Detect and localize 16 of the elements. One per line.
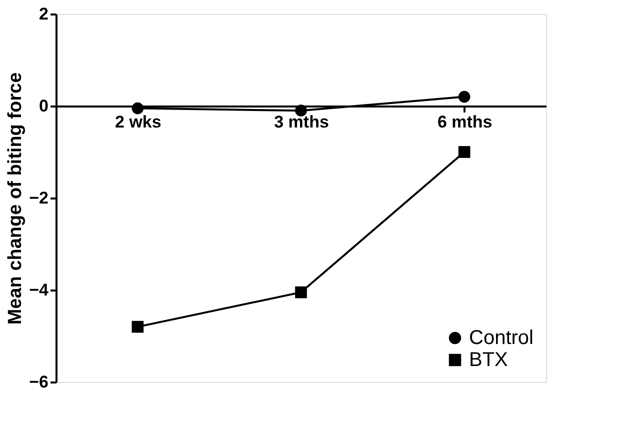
x-tick-label: 2 wks <box>115 112 162 132</box>
point <box>295 286 307 298</box>
y-tick-label: 0 <box>39 96 48 116</box>
point <box>458 90 470 103</box>
y-axis-title: Mean change of biting force <box>5 72 26 325</box>
legend-label: Control <box>469 327 534 349</box>
x-tick-label: 3 mths <box>274 112 329 132</box>
point <box>132 102 144 114</box>
y-tick-label: −6 <box>29 372 48 392</box>
legend-label: BTX <box>469 349 508 371</box>
y-tick-label: 2 <box>39 4 48 24</box>
point <box>458 146 470 158</box>
y-tick-label: −2 <box>29 188 48 208</box>
point <box>132 320 144 333</box>
x-tick-label: 6 mths <box>437 112 492 132</box>
y-tick-label: −4 <box>29 280 50 300</box>
